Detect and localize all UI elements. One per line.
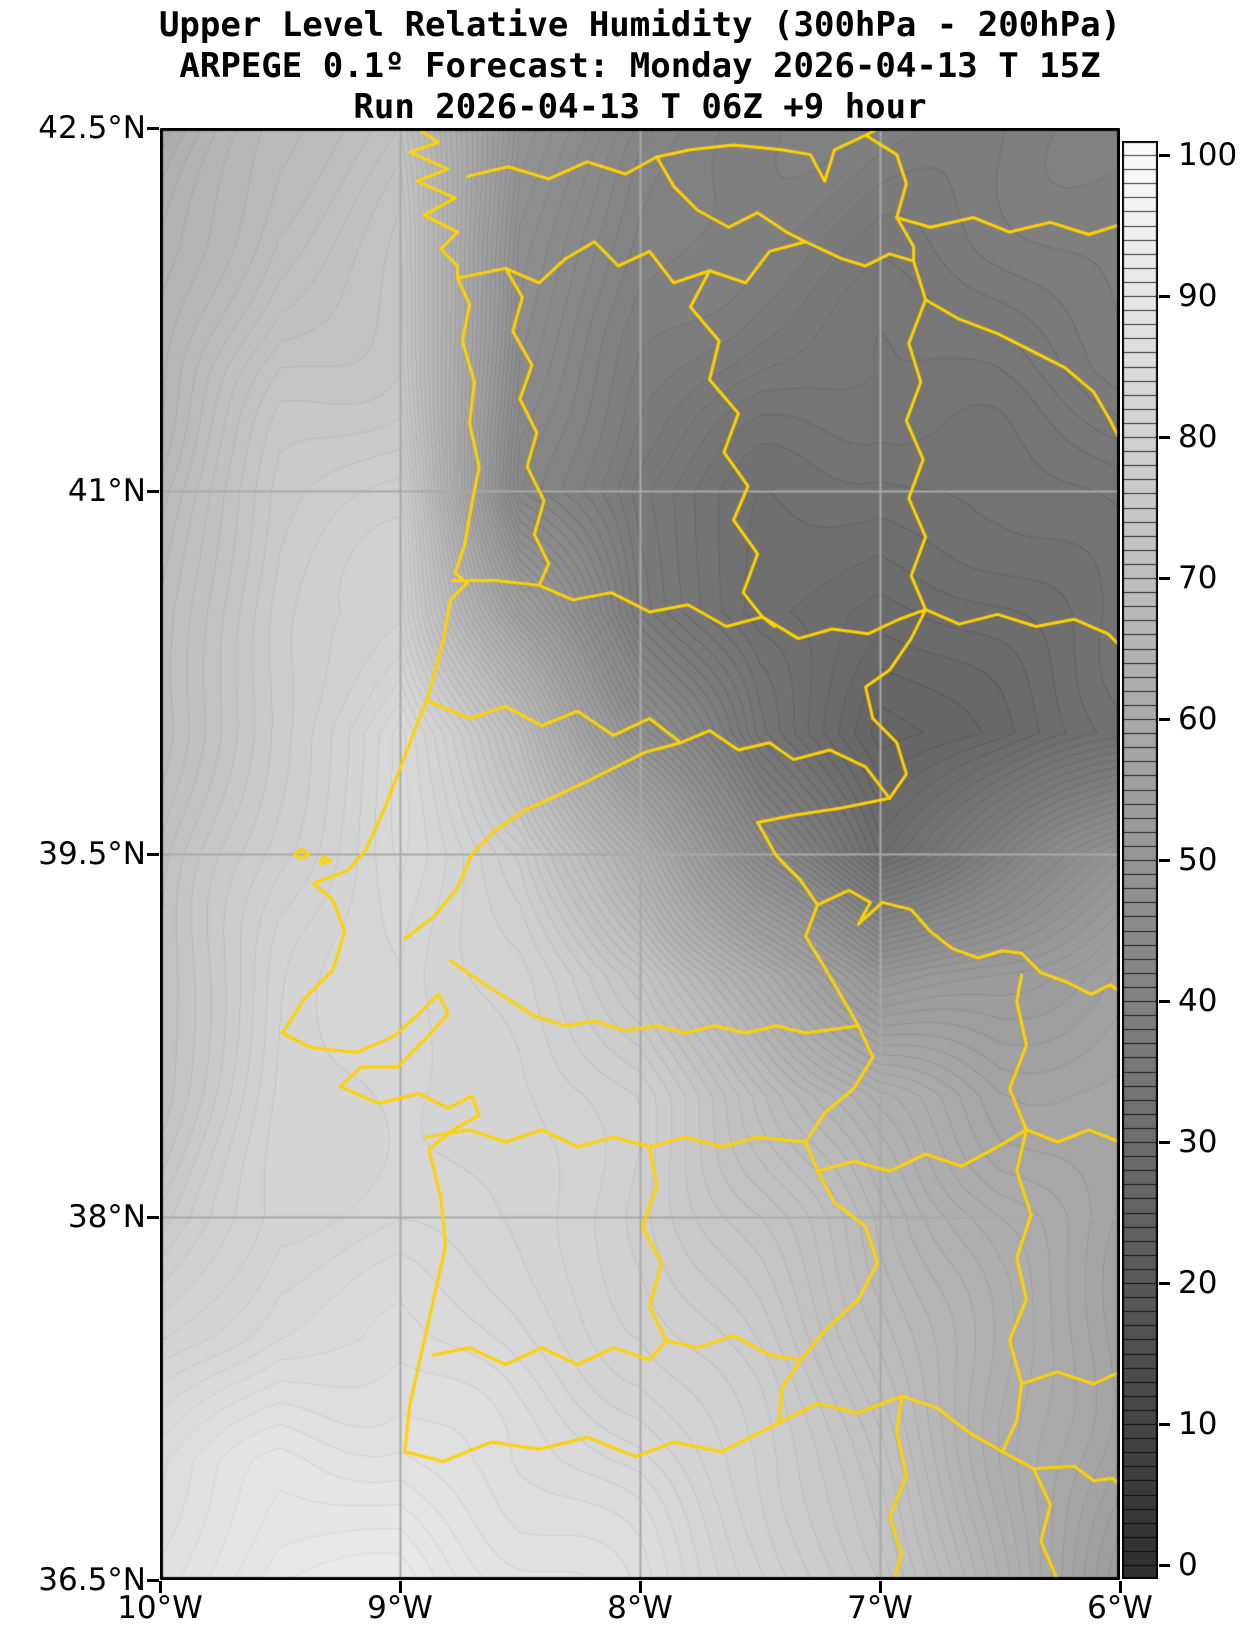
title-line-1: Upper Level Relative Humidity (300hPa - … [158, 5, 1122, 45]
colorbar-tick [1159, 1140, 1170, 1144]
colorbar-tick [1159, 294, 1170, 298]
lat-tick [147, 126, 159, 130]
lat-tick-label: 41°N [67, 473, 146, 509]
lat-tick [147, 489, 159, 493]
colorbar-tick-label: 20 [1178, 1265, 1218, 1301]
lon-tick-label: 7°W [847, 1590, 913, 1626]
lon-tick-label: 9°W [367, 1590, 433, 1626]
colorbar-tick-label: 50 [1178, 842, 1218, 878]
lat-tick [147, 852, 159, 856]
lat-tick [147, 1578, 159, 1582]
lon-tick-label: 6°W [1087, 1590, 1153, 1626]
colorbar-tick [1159, 999, 1170, 1003]
lon-tick [638, 1581, 642, 1593]
colorbar-tick-label: 60 [1178, 701, 1218, 737]
lon-tick [158, 1581, 162, 1593]
colorbar [1122, 141, 1158, 1579]
colorbar-tick [1159, 1563, 1170, 1567]
colorbar-tick [1159, 435, 1170, 439]
lon-tick-label: 10°W [117, 1590, 203, 1626]
colorbar-tick-label: 70 [1178, 560, 1218, 596]
colorbar-tick [1159, 858, 1170, 862]
colorbar-tick-label: 10 [1178, 1406, 1218, 1442]
colorbar-tick [1159, 717, 1170, 721]
colorbar-tick [1159, 576, 1170, 580]
colorbar-tick-label: 100 [1178, 137, 1238, 173]
colorbar-tick [1159, 1422, 1170, 1426]
title-block: Upper Level Relative Humidity (300hPa - … [100, 5, 1180, 128]
colorbar-tick [1159, 153, 1170, 157]
lat-tick-label: 39.5°N [38, 836, 146, 872]
title-line-3: Run 2026-04-13 T 06Z +9 hour [353, 87, 927, 127]
lat-tick-label: 36.5°N [38, 1562, 146, 1598]
lon-tick-label: 8°W [607, 1590, 673, 1626]
lat-tick-label: 42.5°N [38, 110, 146, 146]
colorbar-tick-label: 90 [1178, 278, 1218, 314]
lat-tick [147, 1215, 159, 1219]
humidity-contour-map [160, 128, 1120, 1580]
lon-tick [1118, 1581, 1122, 1593]
title-line-2: ARPEGE 0.1º Forecast: Monday 2026-04-13 … [179, 46, 1101, 86]
lat-tick-label: 38°N [67, 1199, 146, 1235]
lon-tick [398, 1581, 402, 1593]
colorbar-tick-label: 0 [1178, 1547, 1198, 1583]
lon-tick [878, 1581, 882, 1593]
colorbar-tick [1159, 1281, 1170, 1285]
colorbar-tick-label: 30 [1178, 1124, 1218, 1160]
colorbar-tick-label: 40 [1178, 983, 1218, 1019]
colorbar-tick-label: 80 [1178, 419, 1218, 455]
